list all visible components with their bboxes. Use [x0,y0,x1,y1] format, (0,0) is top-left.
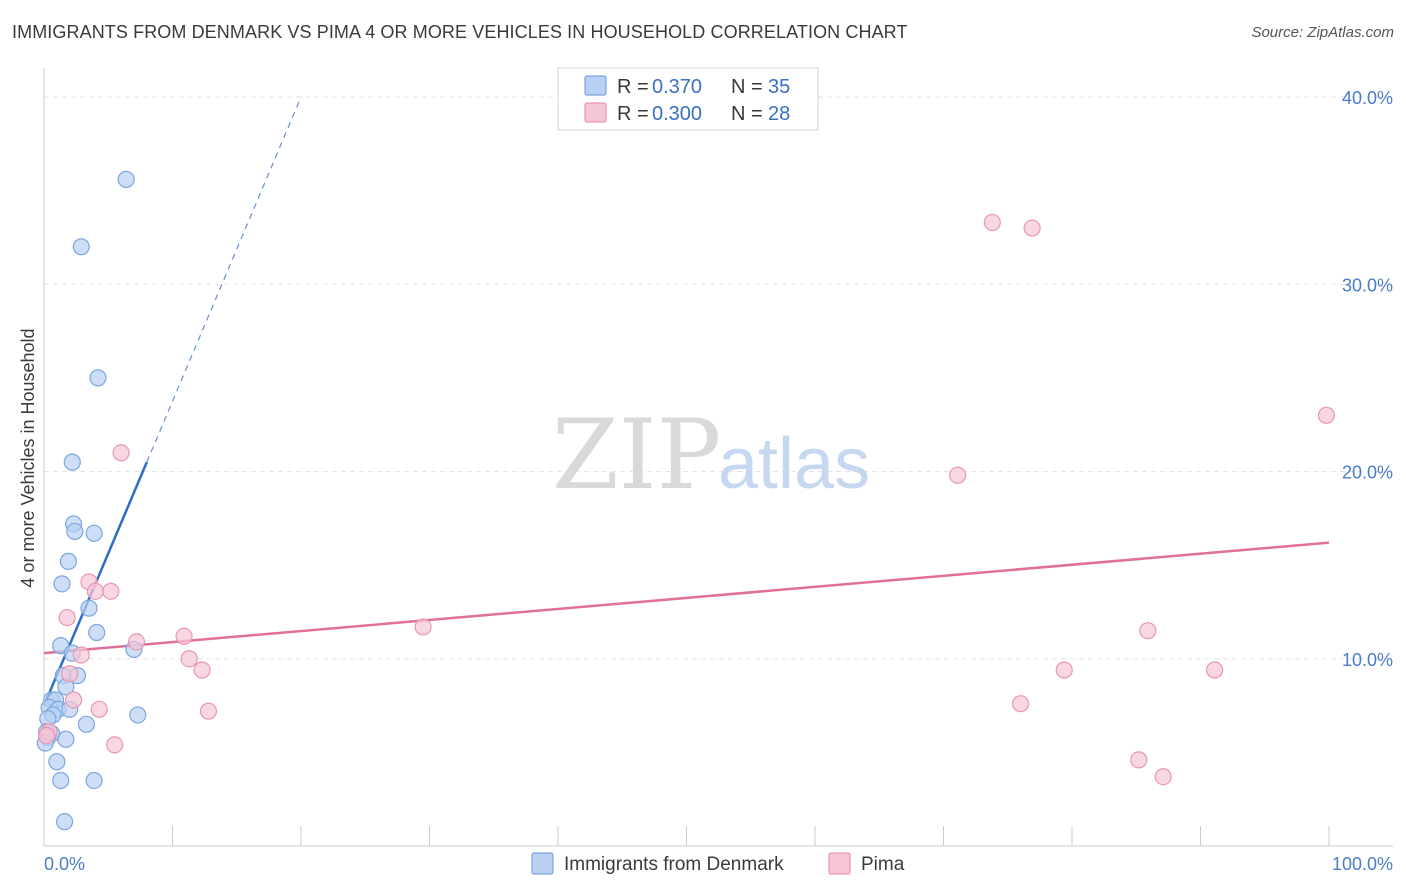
legend-n-value-blue: 35 [768,76,790,98]
point-denmark-0 [117,170,135,188]
y-tick-label-30: 30.0% [1342,275,1393,295]
legend-n-label-pink: N = [731,103,763,125]
y-tick-labels: 10.0% 20.0% 30.0% 40.0% [1342,88,1393,670]
legend-r-value-pink: 0.300 [652,103,702,125]
legend-r-label-blue: R = [617,76,649,98]
point-denmark-1 [72,238,90,256]
point-pima-13 [199,702,218,720]
point-denmark-33 [85,771,103,790]
point-pima-0 [112,444,130,462]
chart-title: IMMIGRANTS FROM DENMARK VS PIMA 4 OR MOR… [12,22,908,42]
data-points [36,170,1336,831]
legend-r-label-pink: R = [617,103,649,125]
series-legend-swatch-pima [828,852,851,875]
y-tick-label-10: 10.0% [1342,650,1393,670]
series-legend-swatch-denmark [531,852,554,875]
point-denmark-6 [85,524,103,542]
point-pima-12 [90,700,108,718]
point-pima-6 [127,633,146,651]
point-pima-4 [58,608,76,627]
legend-r-value-blue: 0.370 [652,76,702,98]
x-tick-label-max: 100.0% [1332,854,1393,874]
point-denmark-24 [129,706,147,724]
point-pima-8 [72,646,90,664]
point-denmark-25 [77,715,96,733]
point-pima-14 [106,736,124,754]
series-legend-label-denmark: Immigrants from Denmark [564,854,784,875]
y-tick-label-20: 20.0% [1342,463,1393,483]
trend-line-pima [43,541,1330,655]
y-tick-label-40: 40.0% [1342,88,1393,108]
point-pima-5 [175,627,193,645]
point-pima-24 [1139,622,1157,640]
point-denmark-9 [80,599,98,617]
point-pima-22 [1055,661,1073,679]
legend-swatch-pink [584,102,607,123]
point-pima-18 [1023,219,1041,237]
series-legend-label-pima: Pima [861,854,905,875]
point-pima-7 [61,665,79,683]
watermark-zip: ZIP [552,399,721,511]
x-tick-label-min: 0.0% [44,854,85,874]
point-pima-10 [193,661,211,679]
point-pima-11 [64,691,83,709]
point-pima-17 [983,213,1001,232]
point-denmark-2 [89,369,107,387]
point-pima-19 [1317,406,1336,424]
point-pima-21 [1011,695,1030,713]
legend-n-label-blue: N = [731,76,763,98]
series-legend: Immigrants from Denmark Pima [531,852,905,875]
point-denmark-3 [63,453,81,471]
point-denmark-31 [48,753,66,771]
point-pima-23 [1130,751,1148,769]
legend-n-value-pink: 28 [768,103,790,125]
y-axis-label: 4 or more Vehicles in Household [18,328,38,587]
watermark: ZIP atlas [552,399,870,511]
trend-line-denmark-extension [146,96,302,463]
point-denmark-10 [88,623,106,642]
point-pima-20 [949,466,967,484]
point-denmark-29 [57,730,75,748]
point-pima-27 [37,726,56,745]
point-denmark-7 [59,552,78,570]
point-pima-2 [86,582,105,600]
watermark-atlas: atlas [718,424,870,504]
stats-legend: R = 0.370 N = 35 R = 0.300 N = 28 [557,67,819,131]
point-denmark-32 [52,771,70,790]
point-pima-3 [102,582,120,600]
point-denmark-8 [53,575,71,593]
grid-lines [44,96,1393,660]
point-pima-9 [180,650,198,668]
source-credit: Source: ZipAtlas.com [1251,24,1394,41]
point-denmark-5 [66,522,84,541]
point-pima-25 [1154,768,1172,786]
legend-swatch-blue [584,75,607,96]
point-denmark-34 [55,813,74,831]
point-pima-16 [414,618,432,636]
point-pima-26 [1206,661,1224,679]
